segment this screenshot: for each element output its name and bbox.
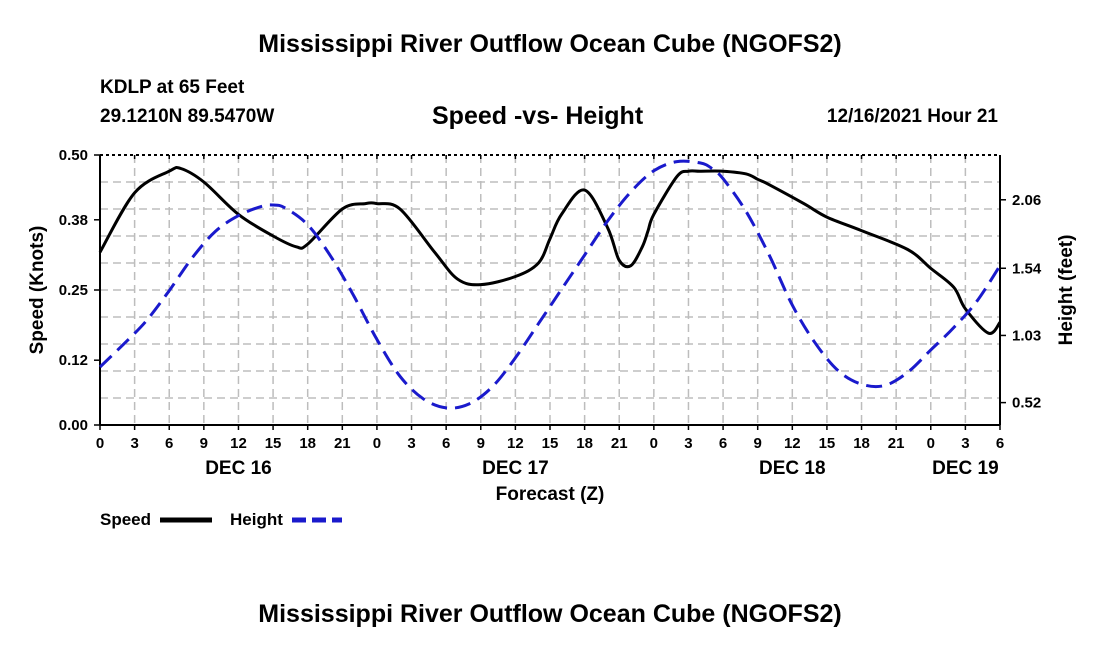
- y2-tick-label: 1.03: [1012, 327, 1041, 344]
- height-series-line: [98, 159, 1002, 410]
- y2-tick-label: 2.06: [1012, 192, 1041, 209]
- x-tick-label: 0: [927, 435, 935, 452]
- x-tick-label: 9: [477, 435, 485, 452]
- chart-title: Speed -vs- Height: [432, 102, 644, 130]
- y-tick-label: 0.25: [59, 282, 88, 299]
- forecast-time: 12/16/2021 Hour 21: [826, 106, 998, 127]
- y-tick-label: 0.50: [59, 147, 88, 164]
- x-tick-label: 12: [230, 435, 247, 452]
- speed-series-line: [98, 166, 1002, 335]
- tick-labels: 0 3 6 9 12 15 18 21 0 3 6 9 12 15 18 21 0 3 6 9 12 15 18 21 0 3 6 D…: [59, 147, 1042, 479]
- y2-tick-label: 0.52: [1012, 395, 1041, 412]
- x-tick-label: 21: [611, 435, 628, 452]
- x-tick-label: 6: [442, 435, 450, 452]
- x-tick-label: 9: [200, 435, 208, 452]
- x-tick-label: 6: [719, 435, 727, 452]
- footer-title: Mississippi River Outflow Ocean Cube (NG…: [258, 600, 842, 628]
- y-axis-title: Speed (Knots): [27, 226, 48, 355]
- y-tick-label: 0.12: [59, 352, 88, 369]
- grid: [99, 155, 1001, 425]
- x-tick-label: 18: [576, 435, 593, 452]
- x-tick-label: 21: [888, 435, 905, 452]
- y2-axis-title: Height (feet): [1056, 235, 1077, 346]
- x-tick-label: 12: [507, 435, 524, 452]
- legend-speed-label: Speed: [100, 510, 151, 529]
- station-label: KDLP at 65 Feet: [100, 77, 245, 98]
- axes: [94, 154, 1006, 430]
- x-tick-label: 15: [542, 435, 559, 452]
- x-axis-title: Forecast (Z): [496, 484, 605, 505]
- x-tick-label: 3: [684, 435, 692, 452]
- x-tick-label: 12: [784, 435, 801, 452]
- x-day-label: DEC 19: [932, 458, 999, 479]
- x-day-label: DEC 16: [205, 458, 272, 479]
- x-tick-label: 18: [299, 435, 316, 452]
- x-tick-label: 0: [650, 435, 658, 452]
- x-tick-label: 15: [265, 435, 282, 452]
- x-day-label: DEC 18: [759, 458, 826, 479]
- y-tick-label: 0.00: [59, 417, 88, 434]
- series: [98, 159, 1002, 410]
- x-tick-label: 21: [334, 435, 351, 452]
- y-tick-label: 0.38: [59, 212, 88, 229]
- y2-tick-label: 1.54: [1012, 260, 1042, 277]
- x-tick-label: 3: [407, 435, 415, 452]
- x-tick-label: 6: [165, 435, 173, 452]
- x-tick-label: 9: [754, 435, 762, 452]
- x-tick-label: 6: [996, 435, 1004, 452]
- x-tick-label: 3: [130, 435, 138, 452]
- legend: Speed Height: [100, 510, 342, 529]
- x-tick-label: 15: [819, 435, 836, 452]
- x-tick-label: 0: [96, 435, 104, 452]
- main-title: Mississippi River Outflow Ocean Cube (NG…: [258, 30, 842, 58]
- x-tick-label: 3: [961, 435, 969, 452]
- x-day-label: DEC 17: [482, 458, 549, 479]
- legend-height-label: Height: [230, 510, 283, 529]
- x-tick-label: 0: [373, 435, 381, 452]
- station-coords: 29.1210N 89.5470W: [100, 106, 275, 127]
- x-tick-label: 18: [853, 435, 870, 452]
